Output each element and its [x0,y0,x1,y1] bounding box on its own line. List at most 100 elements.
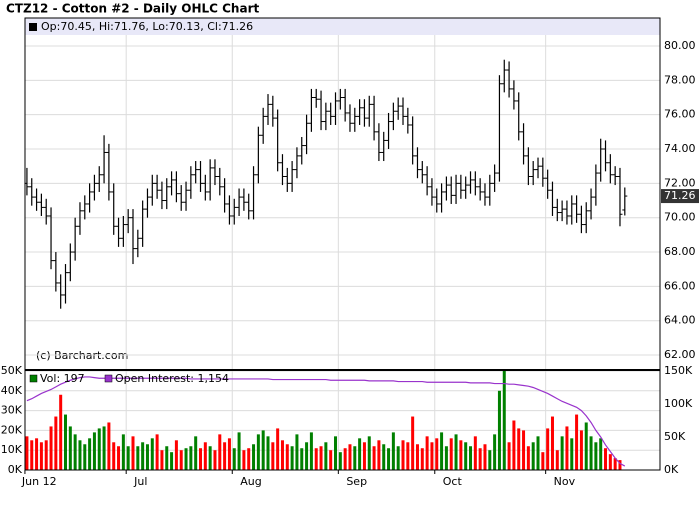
volume-bar [160,450,164,470]
volume-bar [232,448,236,470]
volume-bar [469,446,473,470]
y-tick-label: 76.00 [664,108,696,121]
volume-bar [546,428,550,470]
y-tick-label: 0K [8,463,23,476]
info-strip [25,18,660,35]
volume-bar [121,434,125,470]
volume-bar [599,438,603,470]
volume-bar [594,442,598,470]
volume-bar [435,438,439,470]
y-tick-label: 66.00 [664,279,696,292]
last-price-label: 71.26 [664,189,696,202]
volume-panel: 0K 10K 20K 30K 40K 50K 0K 50K 100K 150K Jun 12 Jul A… [1,364,693,488]
volume-bar [213,450,217,470]
volume-bar [305,442,309,470]
volume-bar [502,371,506,470]
y-tick-label: 64.00 [664,314,696,327]
volume-bar [145,444,149,470]
volume-bar [141,442,145,470]
y-tick-label: 78.00 [664,73,696,86]
volume-bar [584,422,588,470]
info-icon [29,23,37,31]
y2-tick-label: 0K [664,463,679,476]
x-tick-label: Jul [133,475,147,488]
volume-bar [353,446,357,470]
volume-bar [420,448,424,470]
y-tick-label: 40K [1,384,23,397]
legend-label: Vol: 197 [40,372,85,385]
volume-bar [25,436,29,470]
chart-title: CTZ12 - Cotton #2 - Daily OHLC Chart [6,2,259,16]
legend-swatch [104,374,113,383]
price-panel: 62.00 64.00 66.00 68.00 70.00 72.00 74.00 76.00… [24,35,699,370]
volume-bar [454,434,458,470]
volume-bar [174,440,178,470]
volume-bar [261,430,265,470]
volume-bar [314,448,318,470]
volume-bar [136,446,140,470]
volume-bar [44,440,48,470]
volume-bar [49,426,53,470]
volume-bar [483,444,487,470]
y-tick-label: 70.00 [664,211,696,224]
volume-bar [295,434,299,470]
volume-bar [488,450,492,470]
volume-bar [565,426,569,470]
y-tick-label: 80.00 [664,39,696,52]
volume-bar [459,440,463,470]
volume-bar [252,444,256,470]
y-tick-label: 68.00 [664,245,696,258]
volume-bar [170,452,174,470]
volume-bar [415,444,419,470]
volume-bar [406,442,410,470]
volume-bar [68,426,72,470]
volume-bar [165,446,169,470]
y-tick-label: 62.00 [664,348,696,361]
volume-bar [150,438,154,470]
volume-bar [88,438,92,470]
x-tick-label: Nov [554,475,576,488]
y2-tick-label: 150K [664,364,693,377]
volume-bar [276,428,280,470]
volume-bar [517,428,521,470]
legend-swatch [29,374,38,383]
volume-bar [560,436,564,470]
volume-bar [54,416,58,470]
x-tick-label: Sep [346,475,367,488]
volume-bar [59,394,63,470]
volume-bar [256,434,260,470]
volume-bar [271,442,275,470]
volume-bar [92,432,96,470]
volume-bar [223,442,227,470]
y-tick-label: 10K [1,443,23,456]
x-tick-label: Jun 12 [21,475,57,488]
volume-bar [362,442,366,470]
x-tick-label: Aug [240,475,261,488]
volume-bar [372,446,376,470]
volume-bar [507,442,511,470]
volume-bar [550,416,554,470]
volume-bar [618,460,622,470]
volume-bar [430,442,434,470]
volume-bar [531,442,535,470]
volume-bar [411,416,415,470]
volume-bar [184,448,188,470]
volume-bar [64,414,68,470]
volume-bar [227,438,231,470]
volume-bar [208,446,212,470]
ohlc-info: Op:70.45, Hi:71.76, Lo:70.13, Cl:71.26 [41,20,253,33]
volume-bar [280,440,284,470]
volume-bar [401,440,405,470]
volume-bar [329,450,333,470]
volume-bar [425,436,429,470]
volume-bar [473,436,477,470]
volume-bar [97,428,101,470]
volume-bar [396,446,400,470]
volume-bar [334,436,338,470]
volume-bar [102,426,106,470]
volume-bar [39,442,43,470]
volume-bar [309,432,313,470]
volume-bar [35,438,39,470]
y-tick-label: 50K [1,364,23,377]
volume-bar [570,438,574,470]
